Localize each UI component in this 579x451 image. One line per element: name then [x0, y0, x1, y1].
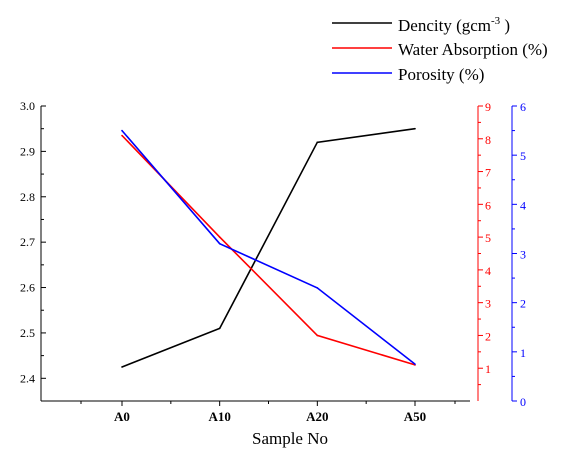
- series-line-porosity: [121, 130, 416, 365]
- water-absorption-tick-label: 9: [485, 100, 491, 114]
- legend-label-water-absorption: Water Absorption (%): [398, 40, 548, 59]
- data-point-density: [414, 127, 416, 130]
- legend-label-density-tail: ): [500, 16, 510, 35]
- x-tick-label: A0: [114, 409, 130, 424]
- x-axis-ticks: A0 A10 A20 A50: [80, 401, 456, 424]
- left-tick-label: 2.5: [20, 326, 35, 340]
- series-lines: [121, 127, 416, 368]
- porosity-axis-ticks: 0 1 2 3 4 5 6: [512, 100, 526, 409]
- legend-item-density: Dencity (gcm-3 ): [332, 15, 510, 35]
- legend-label-density-main: Dencity (gcm: [398, 16, 491, 35]
- left-tick-label: 2.6: [20, 281, 35, 295]
- porosity-tick-label: 5: [520, 149, 526, 163]
- porosity-tick-label: 6: [520, 100, 526, 114]
- data-point-water_absorption: [121, 134, 123, 137]
- data-point-porosity: [218, 242, 221, 245]
- water-absorption-tick-label: 6: [485, 198, 491, 212]
- porosity-tick-label: 2: [520, 297, 526, 311]
- water-absorption-tick-label: 2: [485, 329, 491, 343]
- data-point-water_absorption: [316, 334, 319, 337]
- data-point-water_absorption: [218, 236, 221, 238]
- water-absorption-axis-ticks: 1 2 3 4 5 6 7 8 9: [478, 100, 491, 386]
- series-line-density: [121, 127, 416, 368]
- data-point-density: [316, 141, 319, 144]
- legend-label-porosity: Porosity (%): [398, 65, 484, 84]
- water-absorption-tick-label: 1: [485, 362, 491, 376]
- legend-item-porosity: Porosity (%): [332, 65, 484, 84]
- left-tick-label: 3.0: [20, 99, 35, 113]
- water-absorption-tick-label: 3: [485, 297, 491, 311]
- data-point-porosity: [121, 129, 123, 132]
- water-absorption-tick-label: 7: [485, 166, 491, 180]
- data-point-density: [121, 366, 123, 368]
- porosity-tick-label: 1: [520, 346, 526, 360]
- left-tick-label: 2.7: [20, 235, 35, 249]
- water-absorption-tick-label: 5: [485, 231, 491, 245]
- legend-label-density-sup: -3: [491, 15, 501, 27]
- left-tick-label: 2.4: [20, 371, 35, 385]
- data-point-porosity: [414, 363, 416, 365]
- data-point-porosity: [316, 287, 319, 289]
- data-point-density: [218, 327, 221, 330]
- left-tick-label: 2.8: [20, 190, 35, 204]
- porosity-tick-label: 4: [520, 198, 526, 212]
- left-axis-ticks: 2.4 2.5 2.6 2.7 2.8 2.9 3.0: [20, 99, 46, 402]
- legend-item-water-absorption: Water Absorption (%): [332, 40, 548, 59]
- water-absorption-tick-label: 8: [485, 133, 491, 147]
- left-tick-label: 2.9: [20, 144, 35, 158]
- porosity-tick-label: 3: [520, 248, 526, 262]
- x-axis-label: Sample No: [252, 429, 328, 448]
- porosity-tick-label: 0: [520, 395, 526, 409]
- x-tick-label: A10: [208, 409, 230, 424]
- x-tick-label: A20: [306, 409, 328, 424]
- legend-label-density: Dencity (gcm-3 ): [398, 15, 510, 35]
- x-tick-label: A50: [404, 409, 426, 424]
- water-absorption-tick-label: 4: [485, 264, 491, 278]
- legend: Dencity (gcm-3 ) Water Absorption (%) Po…: [332, 15, 548, 84]
